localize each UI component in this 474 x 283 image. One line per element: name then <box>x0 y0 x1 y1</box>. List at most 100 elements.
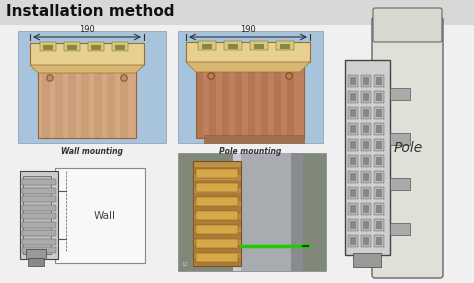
Polygon shape <box>30 65 144 73</box>
Bar <box>198 41 216 50</box>
Bar <box>178 31 323 143</box>
Bar <box>224 41 242 50</box>
Bar <box>88 42 104 51</box>
Bar <box>291 153 303 271</box>
Bar <box>348 203 358 215</box>
Text: 12: 12 <box>181 262 188 267</box>
Bar <box>376 189 382 197</box>
Bar <box>250 41 268 50</box>
Bar <box>233 153 241 271</box>
Bar <box>68 63 76 138</box>
Bar <box>363 93 369 101</box>
Bar <box>22 222 56 228</box>
Bar <box>361 75 371 87</box>
Bar <box>350 189 356 197</box>
Bar <box>363 125 369 133</box>
Polygon shape <box>186 62 310 72</box>
Bar <box>376 237 382 245</box>
Bar <box>361 235 371 247</box>
Bar <box>204 135 304 143</box>
Bar <box>193 245 241 253</box>
Bar <box>374 203 384 215</box>
Bar <box>193 232 241 240</box>
Bar <box>348 139 358 151</box>
Bar <box>38 63 136 138</box>
Bar <box>376 141 382 149</box>
Bar <box>363 109 369 117</box>
Bar <box>361 203 371 215</box>
Bar <box>193 167 241 175</box>
Bar <box>374 219 384 231</box>
Bar <box>30 43 144 65</box>
Bar <box>363 189 369 197</box>
Bar <box>390 178 410 190</box>
Bar <box>196 211 238 220</box>
Bar <box>390 133 410 145</box>
Bar <box>193 258 241 266</box>
Bar <box>209 58 216 138</box>
Bar <box>186 42 310 62</box>
Bar <box>22 213 56 219</box>
Circle shape <box>48 76 52 80</box>
Bar <box>350 125 356 133</box>
Bar <box>42 63 50 138</box>
Bar <box>348 75 358 87</box>
Bar <box>276 41 294 50</box>
Bar <box>55 168 145 263</box>
Bar <box>390 88 410 100</box>
Bar <box>361 171 371 183</box>
Bar <box>348 107 358 119</box>
Bar <box>376 157 382 165</box>
Bar <box>350 141 356 149</box>
Bar <box>350 237 356 245</box>
Bar <box>348 123 358 135</box>
Circle shape <box>122 76 126 80</box>
Bar <box>193 219 241 227</box>
Text: 190: 190 <box>240 25 256 34</box>
Bar <box>348 171 358 183</box>
Bar <box>280 44 290 49</box>
Bar <box>196 58 203 138</box>
Bar <box>348 155 358 167</box>
Bar <box>81 63 89 138</box>
Text: Pole mounting: Pole mounting <box>219 147 282 156</box>
Bar <box>248 58 255 138</box>
Bar <box>374 91 384 103</box>
Bar <box>193 180 241 188</box>
Circle shape <box>47 75 53 81</box>
Bar <box>193 193 241 201</box>
Bar <box>193 161 241 266</box>
Bar <box>363 205 369 213</box>
Circle shape <box>286 73 292 79</box>
Text: Wall: Wall <box>94 211 116 221</box>
Bar <box>361 187 371 199</box>
Bar <box>361 91 371 103</box>
Bar <box>23 176 51 254</box>
Bar <box>363 237 369 245</box>
Bar <box>376 77 382 85</box>
Bar <box>202 44 212 49</box>
Bar <box>178 153 326 271</box>
Bar <box>20 171 58 259</box>
Bar <box>254 44 264 49</box>
Bar <box>363 141 369 149</box>
Bar <box>196 58 304 138</box>
Bar <box>350 205 356 213</box>
Circle shape <box>121 75 127 81</box>
Bar <box>350 173 356 181</box>
Bar <box>235 58 242 138</box>
Bar <box>390 223 410 235</box>
Bar <box>374 75 384 87</box>
Bar <box>353 253 381 267</box>
Bar <box>376 205 382 213</box>
Text: Pole: Pole <box>393 140 423 155</box>
Bar <box>115 45 125 50</box>
Bar <box>363 77 369 85</box>
Bar <box>261 58 268 138</box>
Bar <box>361 139 371 151</box>
Bar <box>374 187 384 199</box>
Text: Wall mounting: Wall mounting <box>61 147 123 156</box>
Bar <box>91 45 101 50</box>
Bar <box>22 239 56 245</box>
Bar <box>22 247 56 253</box>
